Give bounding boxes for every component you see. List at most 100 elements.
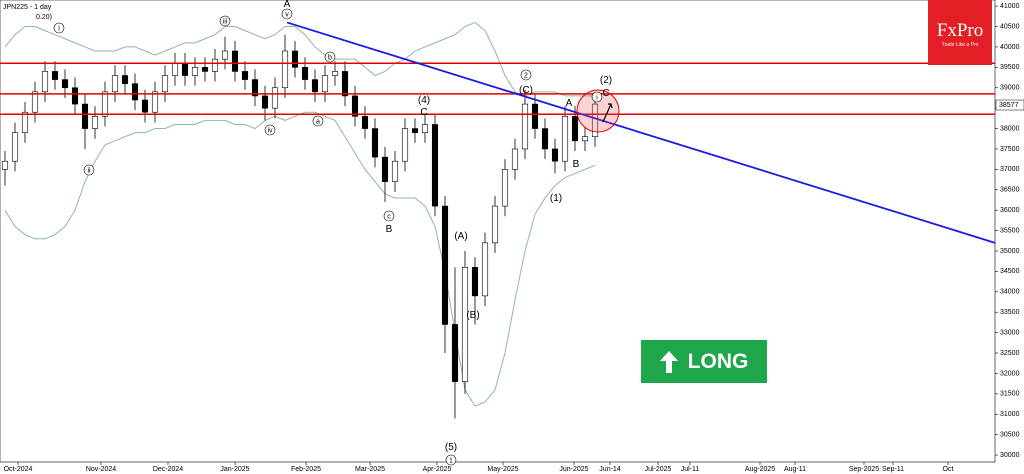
candle-body — [311, 79, 319, 93]
candle-body — [241, 71, 249, 80]
candle-body — [341, 71, 349, 97]
candle-body — [171, 62, 179, 76]
candle-body — [301, 67, 309, 80]
candle-body — [451, 324, 459, 382]
y-tick-label: 32500 — [1000, 350, 1020, 357]
x-tick-label: Jun-2025 — [559, 466, 588, 473]
candle-body — [281, 50, 289, 89]
logo-brand: FxPro — [936, 20, 984, 41]
annotation-circle — [520, 69, 532, 81]
x-tick-label: Jul-2025 — [645, 466, 672, 473]
candle-body — [581, 136, 589, 142]
candle-body — [81, 103, 89, 129]
candle-body — [511, 148, 519, 170]
y-tick-label: 31500 — [1000, 391, 1020, 398]
x-tick-label: Jan-2025 — [220, 466, 249, 473]
y-tick-label: 39000 — [1000, 85, 1020, 92]
candle-body — [501, 169, 509, 207]
candle-body — [431, 124, 439, 207]
x-tick-label: Jul-11 — [681, 466, 700, 473]
candle-body — [251, 79, 259, 97]
candle-body — [51, 71, 59, 80]
wave-label: (5) — [445, 442, 457, 453]
band-line — [4, 21, 595, 97]
x-tick-label: Sep-11 — [882, 466, 904, 473]
candle-body — [261, 95, 269, 109]
x-tick-label: Oct-2024 — [4, 466, 33, 473]
y-tick-label: 35500 — [1000, 227, 1020, 234]
y-tick-label: 40000 — [1000, 44, 1020, 51]
candle-body — [421, 124, 429, 133]
candle-body — [521, 103, 529, 150]
candle-body — [331, 71, 339, 76]
y-tick-label: 34000 — [1000, 289, 1020, 296]
plot-frame — [0, 0, 996, 463]
annotation-circle — [312, 115, 324, 127]
y-tick-label: 36500 — [1000, 187, 1020, 194]
candle-body — [411, 128, 419, 133]
candle-body — [271, 87, 279, 109]
wave-label: A — [284, 0, 291, 10]
signal-badge: LONG — [641, 340, 767, 383]
candle-body — [471, 267, 479, 297]
annotation-circle — [591, 91, 603, 103]
wave-label: iv — [267, 127, 273, 134]
candle-body — [101, 91, 109, 117]
x-tick-label: Oct — [943, 466, 954, 473]
wave-label: v — [285, 11, 289, 18]
wave-label: 2 — [524, 72, 528, 79]
annotation-circle — [264, 124, 276, 136]
candle-body — [321, 75, 329, 93]
candle-body — [391, 160, 399, 182]
y-tick-label: 39500 — [1000, 64, 1020, 71]
candle-body — [1, 160, 9, 170]
annotation-circle — [83, 164, 95, 176]
candle-body — [461, 267, 469, 382]
wave-label: C — [420, 107, 427, 118]
wave-label: c — [387, 213, 391, 220]
candle-body — [561, 116, 569, 162]
wave-label: iii — [223, 18, 228, 25]
y-tick-label: 36000 — [1000, 207, 1020, 214]
annotation-circle — [219, 15, 231, 27]
wave-label: C — [602, 88, 609, 99]
x-tick-label: May-2025 — [487, 466, 518, 473]
candle-body — [551, 148, 559, 162]
chart-subtitle: 0.20) — [36, 14, 52, 21]
candle-body — [291, 50, 299, 68]
wave-label: ii — [87, 167, 91, 174]
candle-body — [231, 50, 239, 72]
wave-label: (A) — [454, 231, 467, 242]
chart-title: JPN225 - 1 day — [3, 4, 52, 11]
wave-label: i — [58, 25, 60, 32]
wave-label: (B) — [466, 310, 479, 321]
trend-line — [286, 21, 996, 244]
y-tick-label: 30500 — [1000, 431, 1020, 438]
wave-label: (4) — [418, 95, 430, 106]
candle-body — [201, 67, 209, 72]
annotation-circle — [445, 454, 457, 466]
candle-body — [481, 242, 489, 297]
candle-body — [121, 75, 129, 84]
x-tick-label: Jun-14 — [599, 466, 621, 473]
candle-body — [531, 103, 539, 129]
candle-body — [591, 103, 599, 138]
candle-body — [41, 71, 49, 93]
candle-body — [191, 67, 199, 76]
candle-body — [211, 58, 219, 72]
y-tick-label: 41000 — [1000, 3, 1020, 10]
candle-body — [401, 128, 409, 162]
y-tick-label: 34500 — [1000, 268, 1020, 275]
y-tick-label: 30000 — [1000, 452, 1020, 459]
candle-body — [571, 116, 579, 142]
y-tick-label: 31000 — [1000, 411, 1020, 418]
candle-body — [541, 128, 549, 150]
x-tick-label: Apr-2025 — [423, 466, 452, 473]
candle-body — [21, 111, 29, 133]
y-tick-label: 32000 — [1000, 370, 1020, 377]
y-tick-label: 33500 — [1000, 309, 1020, 316]
annotation-circle — [281, 8, 293, 20]
annotation-circle — [383, 210, 395, 222]
